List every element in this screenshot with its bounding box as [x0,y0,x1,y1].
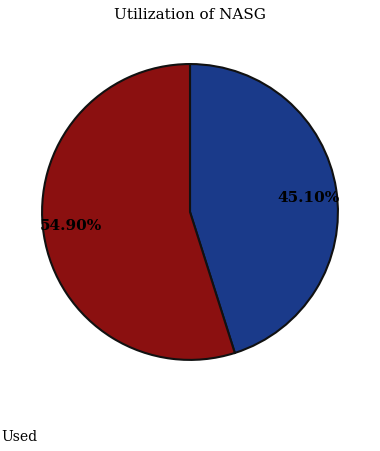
Wedge shape [42,64,235,360]
Text: 54.90%: 54.90% [40,219,102,233]
Title: Utilization of NASG: Utilization of NASG [114,8,266,22]
Wedge shape [190,64,338,353]
Text: 45.10%: 45.10% [278,191,340,205]
Legend: Used, Not used: Used, Not used [0,423,70,451]
